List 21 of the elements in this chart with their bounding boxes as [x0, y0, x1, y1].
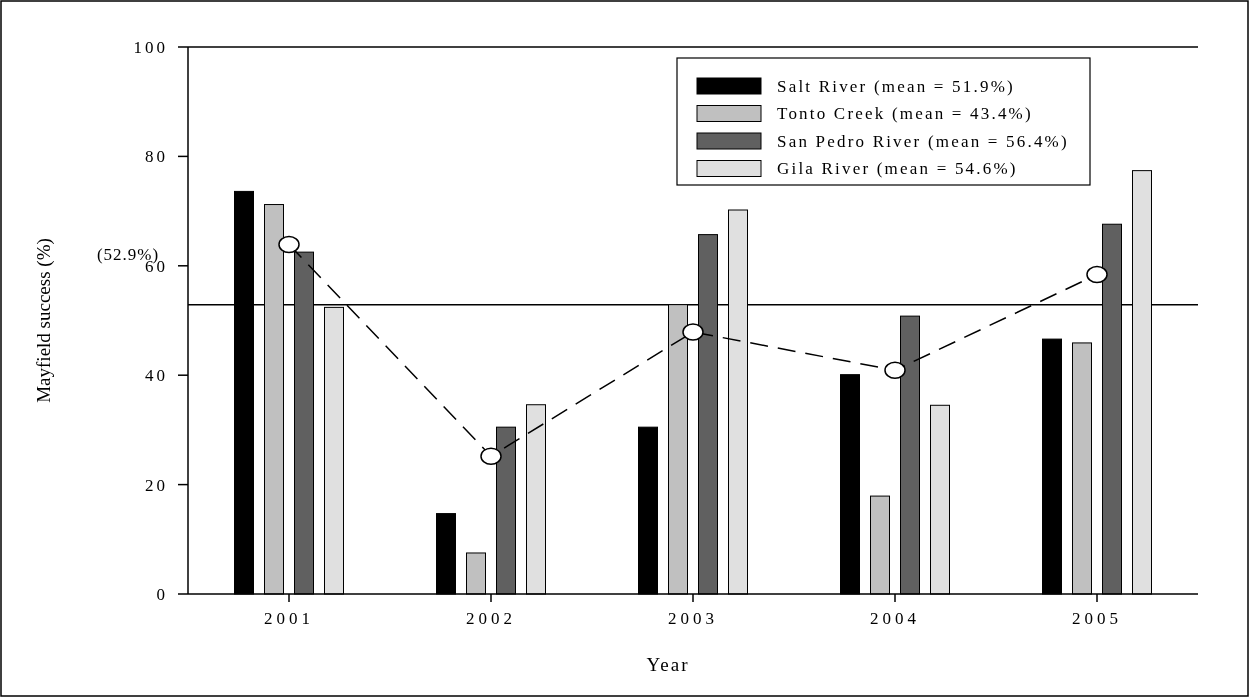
legend-label: San Pedro River (mean = 56.4%)	[777, 131, 1069, 151]
x-tick-label: 2003	[668, 609, 718, 628]
y-tick-label: 80	[145, 147, 168, 167]
x-tick-label: 2001	[264, 609, 314, 628]
legend-label: Salt River (mean = 51.9%)	[777, 76, 1015, 96]
x-tick-label: 2004	[870, 609, 920, 628]
point	[682, 323, 704, 341]
y-tick-label: 100	[133, 37, 168, 57]
point	[480, 447, 502, 465]
y-tick-label: 40	[145, 366, 168, 386]
x-axis-title: Year	[646, 654, 690, 675]
x-tick-label: 2002	[466, 609, 516, 628]
y-axis-title: Mayfield success (%)	[33, 238, 55, 403]
point	[278, 235, 300, 254]
point	[884, 361, 906, 380]
x-tick-label: 2005	[1072, 609, 1122, 628]
point	[1086, 265, 1108, 284]
legend-label: Gila River (mean = 54.6%)	[777, 159, 1018, 179]
legend-label: Tonto Creek (mean = 43.4%)	[777, 104, 1033, 124]
y-tick-label: 20	[145, 475, 168, 495]
y-tick-label: 0	[156, 584, 168, 604]
